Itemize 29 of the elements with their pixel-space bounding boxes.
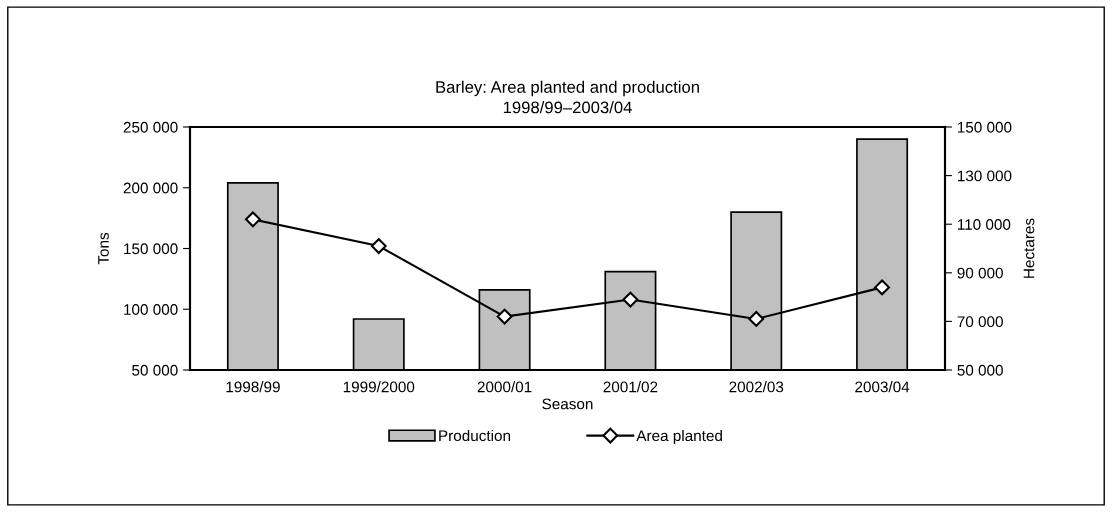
- x-tick-label: 2002/03: [729, 381, 784, 393]
- y2-tick-label: 150 000: [957, 121, 1012, 133]
- y2-tick-label: 50 000: [957, 364, 1003, 376]
- point: [622, 291, 639, 308]
- y2-axis-title: Hectares: [1023, 218, 1035, 278]
- x-tick-label: 1999/2000: [343, 381, 415, 393]
- y2-tick-label: 70 000: [957, 316, 1003, 328]
- y2-tick-label: 90 000: [957, 267, 1003, 279]
- x-axis-title: Season: [542, 398, 593, 410]
- chart-title: Barley: Area planted and production 1998/99–2003/04: [436, 80, 699, 114]
- y-tick-label: 200 000: [123, 182, 178, 194]
- y-axis-title: Tons: [98, 232, 109, 265]
- y-tick-label: 150 000: [124, 243, 178, 255]
- x-tick-label: 2003/04: [855, 381, 910, 393]
- y-tick-label: 100 000: [124, 304, 178, 315]
- point: [245, 211, 261, 228]
- y2-tick-label: 110 000: [957, 219, 1011, 230]
- legend-label: Production: [439, 429, 511, 442]
- x-tick-label: 1998/99: [226, 381, 280, 393]
- x-tick-label: 2000/01: [477, 381, 532, 393]
- y-tick-label: 50 000: [132, 364, 178, 376]
- point: [370, 238, 387, 254]
- x-tick-label: 2001/02: [603, 381, 658, 393]
- point: [874, 279, 890, 296]
- point: [496, 308, 513, 325]
- point: [748, 311, 765, 327]
- legend-label: Area planted: [636, 429, 722, 445]
- y2-tick-label: 130 000: [957, 170, 1012, 182]
- y-tick-label: 250 000: [123, 121, 178, 133]
